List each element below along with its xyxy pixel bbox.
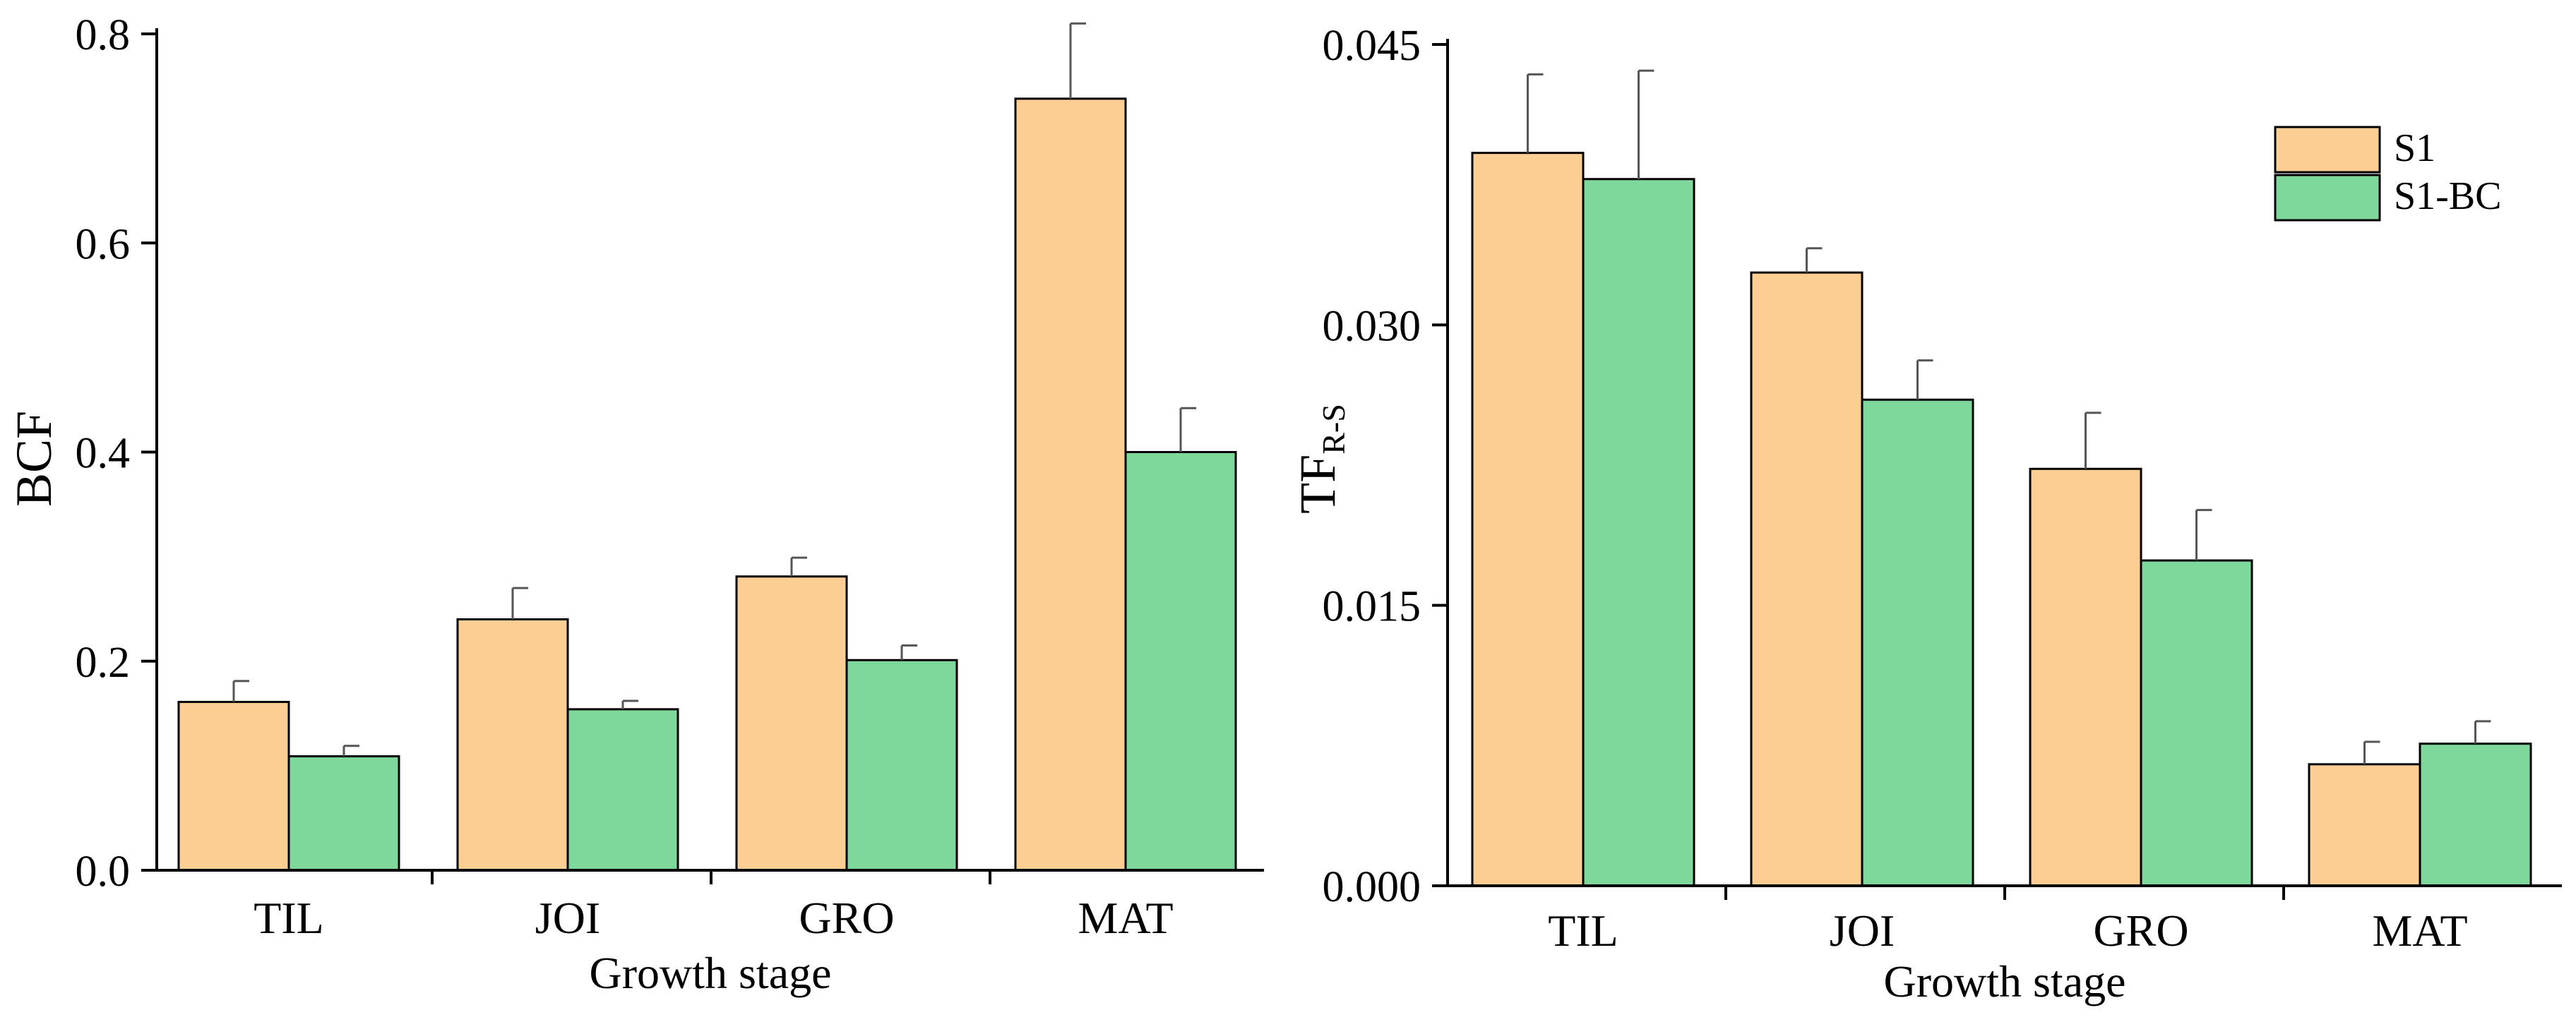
y-axis-title: TFR-S	[1289, 404, 1352, 514]
bar-joi-s1-bc	[566, 708, 679, 872]
tf-chart: 0.000 0.015 0.030 0.045 TIL JOI GRO MAT Growth s…	[1289, 22, 2562, 1006]
y-axis-title-main: BCF	[6, 411, 62, 507]
bar-gro-s1-bc	[845, 659, 958, 872]
y-axis-title-subscript: R-S	[1316, 404, 1352, 455]
bar-joi-s1-bc	[1861, 398, 1974, 887]
bar-til-s1-bc	[287, 755, 400, 872]
bcf-chart: 0.0 0.2 0.4 0.6 0.8 TIL JOI GRO MAT Growth stage B…	[6, 11, 1264, 998]
x-tick-label-til: TIL	[254, 893, 324, 943]
x-tick-label-til: TIL	[1548, 906, 1618, 956]
bar-til-s1	[1471, 152, 1585, 887]
bar-til-s1-bc	[1582, 178, 1695, 887]
x-tick-label-joi: JOI	[535, 893, 600, 943]
x-axis-title: Growth stage	[1883, 956, 2125, 1006]
legend-label-s1: S1	[2394, 126, 2435, 170]
y-tick-label: 0.000	[1323, 863, 1421, 911]
y-axis-title: BCF	[6, 411, 62, 507]
bar-gro-s1	[735, 575, 848, 872]
bar-mat-s1	[1014, 97, 1127, 872]
bar-gro-s1	[2029, 467, 2142, 887]
y-tick-label: 0.4	[76, 430, 131, 478]
y-tick-label: 0.045	[1323, 22, 1421, 70]
y-tick-label: 0.2	[76, 639, 131, 687]
bar-joi-s1	[1750, 271, 1864, 887]
x-tick-label-joi: JOI	[1830, 906, 1895, 956]
y-axis-title-main: TF	[1289, 455, 1346, 514]
legend-label-s1-bc: S1-BC	[2394, 174, 2502, 218]
bar-joi-s1	[456, 618, 569, 872]
bar-mat-s1-bc	[2419, 743, 2532, 887]
y-tick-label: 0.015	[1323, 583, 1421, 631]
y-tick-label: 0.6	[76, 220, 131, 268]
x-tick-label-mat: MAT	[1078, 893, 1173, 943]
y-tick-label: 0.030	[1323, 302, 1421, 350]
x-tick-label-gro: GRO	[2093, 906, 2188, 956]
bar-til-s1	[177, 701, 290, 872]
bar-mat-s1-bc	[1124, 451, 1237, 872]
legend-swatch-s1	[2274, 126, 2381, 174]
x-tick-label-mat: MAT	[2372, 906, 2467, 956]
bar-mat-s1	[2308, 763, 2421, 887]
bar-gro-s1-bc	[2140, 559, 2253, 887]
y-tick-label: 0.8	[76, 11, 131, 59]
x-axis-title: Growth stage	[589, 948, 831, 998]
legend-swatch-s1-bc	[2274, 174, 2381, 222]
y-tick-label: 0.0	[76, 848, 131, 896]
x-tick-label-gro: GRO	[799, 893, 894, 943]
